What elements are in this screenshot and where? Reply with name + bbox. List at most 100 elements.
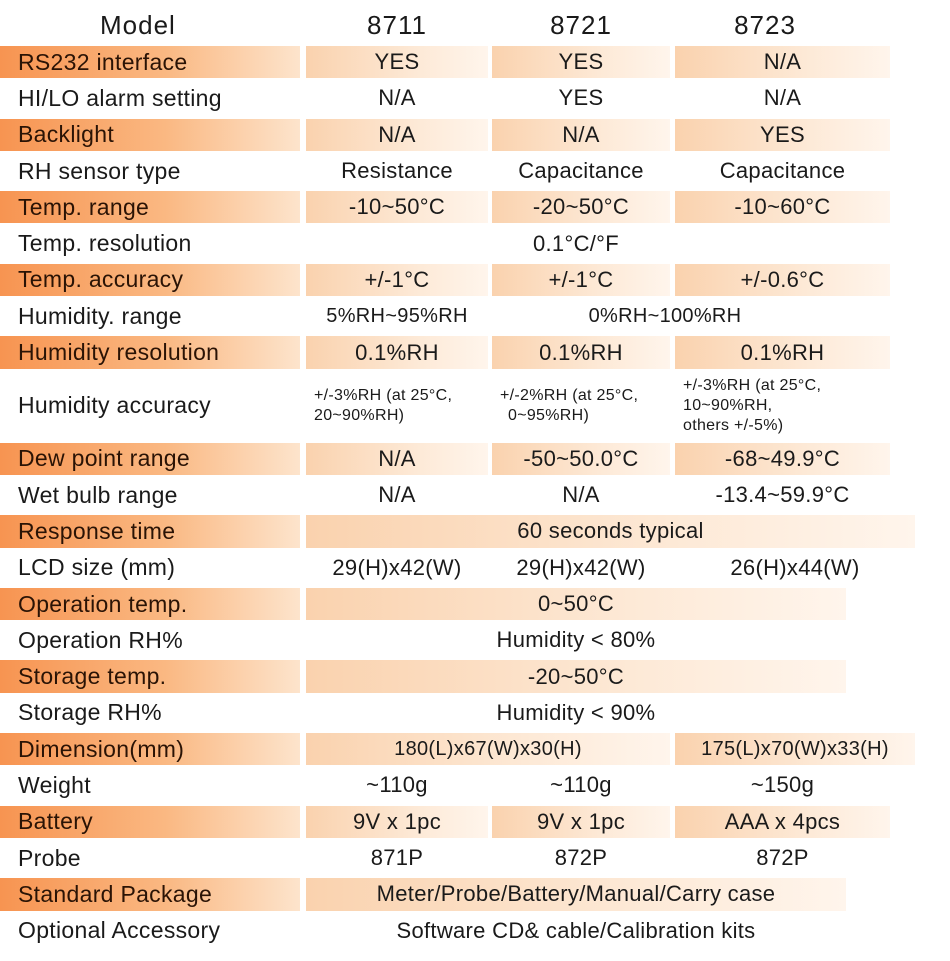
value-8711: N/A <box>378 85 416 111</box>
table-row: Backlight N/A N/A YES <box>0 117 950 153</box>
value-8711: ~110g <box>366 772 428 798</box>
value-8723: 872P <box>756 845 809 871</box>
value-8711: 5%RH~95%RH <box>326 304 468 327</box>
value-line: others +/-5%) <box>683 416 784 434</box>
row-label: Storage temp. <box>0 660 300 693</box>
value-8721: -20~50°C <box>492 191 670 224</box>
row-label: HI/LO alarm setting <box>18 84 222 111</box>
table-row: Storage temp. -20~50°C <box>0 658 950 694</box>
table-row: Operation temp. 0~50°C <box>0 586 950 622</box>
table-row: Dimension(mm) 180(L)x67(W)x30(H) 175(L)x… <box>0 731 950 767</box>
value-8723: 26(H)x44(W) <box>730 554 860 580</box>
table-row: Storage RH% Humidity < 90% <box>0 695 950 731</box>
value-8723: -13.4~59.9°C <box>715 482 850 508</box>
value-8711: YES <box>306 46 488 79</box>
value-8721: N/A <box>492 118 670 151</box>
row-label: Humidity resolution <box>0 336 300 369</box>
value-8711: N/A <box>306 442 488 475</box>
value-8711: +/-3%RH (at 25°C, 20~90%RH) <box>306 373 488 439</box>
table-row: Standard Package Meter/Probe/Battery/Man… <box>0 876 950 912</box>
header-model-8711: 8711 <box>367 9 427 40</box>
value-8721: +/-2%RH (at 25°C, 0~95%RH) <box>492 373 670 439</box>
row-label: Operation RH% <box>18 626 183 653</box>
value-8721: 0.1%RH <box>492 336 670 369</box>
value-all-models: Software CD& cable/Calibration kits <box>396 917 756 943</box>
row-label: Operation temp. <box>0 587 300 621</box>
row-label: Standard Package <box>0 878 300 911</box>
value-line: 0~95%RH) <box>508 406 590 424</box>
table-row: Probe 871P 872P 872P <box>0 840 950 876</box>
value-8723: N/A <box>763 85 802 111</box>
value-8711: 29(H)x42(W) <box>332 554 462 580</box>
table-row: Dew point range N/A -50~50.0°C -68~49.9°… <box>0 441 950 477</box>
value-8711: N/A <box>306 118 488 151</box>
value-all-models: Humidity < 80% <box>496 627 656 653</box>
value-8723: -10~60°C <box>675 191 890 224</box>
value-8721: -50~50.0°C <box>492 442 670 475</box>
value-all-models: 0.1°C/°F <box>532 230 620 256</box>
value-8723: 175(L)x70(W)x33(H) <box>675 733 915 766</box>
value-all-models: -20~50°C <box>306 660 846 693</box>
value-8723: N/A <box>675 46 890 79</box>
row-label: Response time <box>0 515 300 548</box>
value-8721: N/A <box>562 482 600 508</box>
table-row: Temp. accuracy +/-1°C +/-1°C +/-0.6°C <box>0 262 950 298</box>
row-label: Dew point range <box>0 442 300 475</box>
value-line: 20~90%RH) <box>314 406 405 424</box>
table-row: RH sensor type Resistance Capacitance Ca… <box>0 153 950 189</box>
value-8723: AAA x 4pcs <box>675 805 890 838</box>
value-8723: +/-0.6°C <box>675 263 890 297</box>
value-8711-8721: 180(L)x67(W)x30(H) <box>306 733 670 766</box>
value-8723: +/-3%RH (at 25°C, 10~90%RH, others +/-5%… <box>675 373 915 439</box>
table-row: Response time 60 seconds typical <box>0 513 950 549</box>
row-label: Storage RH% <box>18 699 162 726</box>
value-8711: +/-1°C <box>306 263 488 297</box>
value-8721: 29(H)x42(W) <box>516 554 646 580</box>
table-row: Wet bulb range N/A N/A -13.4~59.9°C <box>0 477 950 513</box>
header-model-8721: 8721 <box>550 9 612 40</box>
value-8721: Capacitance <box>518 158 644 184</box>
table-row: Humidity accuracy +/-3%RH (at 25°C, 20~9… <box>0 371 950 441</box>
value-8721-8723: 0%RH~100%RH <box>588 304 742 327</box>
row-label: Backlight <box>0 118 300 151</box>
value-line: +/-2%RH (at 25°C, <box>500 386 639 404</box>
value-8721: YES <box>558 85 604 111</box>
row-label: Optional Accessory <box>18 917 221 944</box>
row-label: Temp. resolution <box>18 230 192 257</box>
row-label: Weight <box>18 771 91 798</box>
value-8711: 9V x 1pc <box>306 805 488 838</box>
row-label: Wet bulb range <box>18 481 178 508</box>
table-header-row: Model 8711 8721 8723 <box>0 6 950 44</box>
value-8721: +/-1°C <box>492 263 670 297</box>
value-8721: 872P <box>554 845 608 871</box>
table-row: HI/LO alarm setting N/A YES N/A <box>0 80 950 116</box>
row-label: Probe <box>18 844 81 871</box>
header-model-8723: 8723 <box>734 9 796 40</box>
value-line: +/-3%RH (at 25°C, <box>683 376 822 394</box>
row-label: Dimension(mm) <box>0 733 300 766</box>
value-all-models: 60 seconds typical <box>306 515 915 548</box>
row-label: RH sensor type <box>18 157 181 184</box>
table-row: LCD size (mm) 29(H)x42(W) 29(H)x42(W) 26… <box>0 550 950 586</box>
value-8721: YES <box>492 46 670 79</box>
row-label: Temp. range <box>0 191 300 224</box>
table-row: Battery 9V x 1pc 9V x 1pc AAA x 4pcs <box>0 804 950 840</box>
value-all-models: Humidity < 90% <box>496 699 656 725</box>
row-label: Battery <box>0 805 300 838</box>
value-8723: 0.1%RH <box>675 336 890 369</box>
table-row: Humidity resolution 0.1%RH 0.1%RH 0.1%RH <box>0 334 950 370</box>
value-8711: -10~50°C <box>306 191 488 224</box>
value-all-models: Meter/Probe/Battery/Manual/Carry case <box>306 878 846 911</box>
row-label: RS232 interface <box>0 46 300 79</box>
value-8711: N/A <box>378 482 416 508</box>
table-row: Optional Accessory Software CD& cable/Ca… <box>0 913 950 949</box>
value-8711: 0.1%RH <box>306 336 488 369</box>
row-label: Humidity accuracy <box>18 392 211 419</box>
table-row: Operation RH% Humidity < 80% <box>0 622 950 658</box>
table-row: RS232 interface YES YES N/A <box>0 44 950 80</box>
value-line: +/-3%RH (at 25°C, <box>314 386 453 404</box>
value-line: 10~90%RH, <box>683 396 773 414</box>
value-8723: Capacitance <box>719 158 846 184</box>
value-8711: Resistance <box>341 158 453 184</box>
